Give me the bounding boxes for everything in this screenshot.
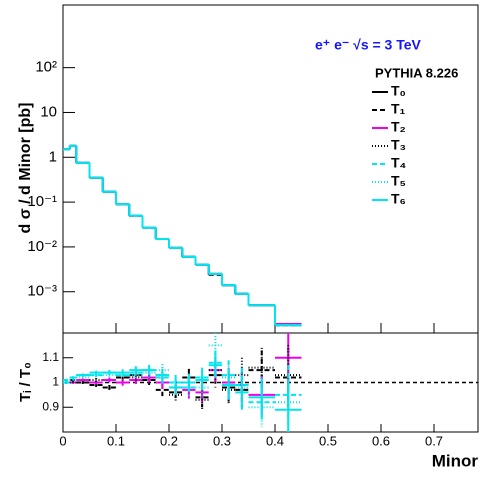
ratio-y-tick-label: 0.9 [42, 399, 59, 413]
ratio-y-tick-label: 1 [52, 375, 59, 389]
legend-label: T₃ [391, 137, 406, 153]
x-tick-label: 0.6 [372, 433, 390, 448]
x-tick-label: 0 [59, 433, 66, 448]
y-tick-label: 10⁻² [27, 238, 57, 255]
legend-label: T₂ [391, 119, 406, 135]
y-tick-label: 10⁻³ [27, 283, 57, 300]
legend-label: T₆ [391, 191, 406, 207]
legend-label: T₀ [391, 83, 406, 99]
y-tick-label: 10 [40, 103, 57, 120]
x-tick-label: 0.5 [319, 433, 337, 448]
x-tick-label: 0.7 [425, 433, 443, 448]
x-tick-label: 0.2 [160, 433, 178, 448]
y-tick-label: 1 [49, 148, 57, 165]
y-axis-title: d σ / d Minor [pb] [17, 103, 34, 234]
ratio-y-tick-label: 1.1 [42, 350, 59, 364]
annotation: PYTHIA 8.226 [375, 65, 458, 80]
top-frame [62, 4, 479, 334]
x-tick-label: 0.3 [213, 433, 231, 448]
y-tick-label: 10² [35, 59, 57, 76]
x-tick-label: 0.1 [107, 433, 125, 448]
legend-label: T₄ [391, 155, 406, 171]
legend-label: T₁ [391, 101, 406, 117]
x-axis-title: Minor [432, 451, 479, 470]
ratio-axis-title: Tᵢ / T₀ [17, 362, 34, 402]
x-tick-label: 0.4 [266, 433, 284, 448]
y-tick-label: 10⁻¹ [27, 193, 57, 210]
legend-label: T₅ [391, 173, 406, 189]
annotation: e⁺ e⁻ √s = 3 TeV [315, 37, 422, 53]
